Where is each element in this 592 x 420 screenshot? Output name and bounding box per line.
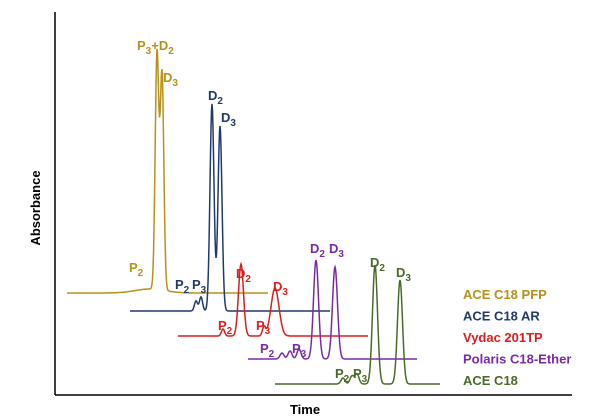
series-trace (67, 48, 268, 294)
peak-label: P2 (218, 318, 233, 337)
peak-label: P3+D2 (137, 38, 174, 57)
series-trace (130, 103, 330, 312)
chart-axes: Time Absorbance (28, 12, 572, 417)
series-trace (248, 259, 417, 360)
peak-label: D2 (236, 266, 251, 285)
x-axis-label: Time (290, 402, 320, 417)
peak-label: P2 (260, 341, 275, 360)
legend-entry: Vydac 201TP (463, 330, 543, 345)
legend-entry: ACE C18 (463, 373, 518, 388)
peak-label: D2 (310, 241, 325, 260)
chart-traces (67, 48, 440, 385)
peak-label: P2 (175, 277, 190, 296)
peak-label: D3 (273, 279, 288, 298)
peak-label: D3 (396, 265, 411, 284)
series-trace (178, 261, 368, 337)
peak-label: P3 (353, 366, 368, 385)
peak-label: P3 (192, 277, 207, 296)
y-axis-label: Absorbance (28, 170, 43, 245)
peak-label: D3 (329, 241, 344, 260)
peak-label: P3 (256, 318, 271, 337)
peak-label: D3 (163, 70, 178, 89)
peak-label: D3 (221, 110, 236, 129)
chart-legend: ACE C18 PFP ACE C18 AR Vydac 201TP Polaris … (463, 287, 571, 388)
series-trace (275, 264, 440, 385)
peak-label: P3 (292, 341, 307, 360)
peak-label: D2 (370, 255, 385, 274)
legend-entry: Polaris C18-Ether (463, 352, 571, 367)
peak-label: P2 (335, 366, 350, 385)
legend-entry: ACE C18 AR (463, 309, 540, 324)
peak-label: D2 (208, 88, 223, 107)
peak-label: P2 (129, 260, 144, 279)
legend-entry: ACE C18 PFP (463, 287, 547, 302)
